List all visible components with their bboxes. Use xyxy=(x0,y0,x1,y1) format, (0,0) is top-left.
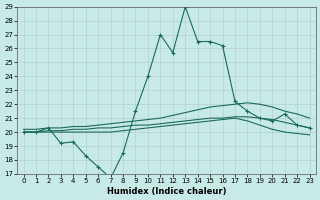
X-axis label: Humidex (Indice chaleur): Humidex (Indice chaleur) xyxy=(107,187,226,196)
